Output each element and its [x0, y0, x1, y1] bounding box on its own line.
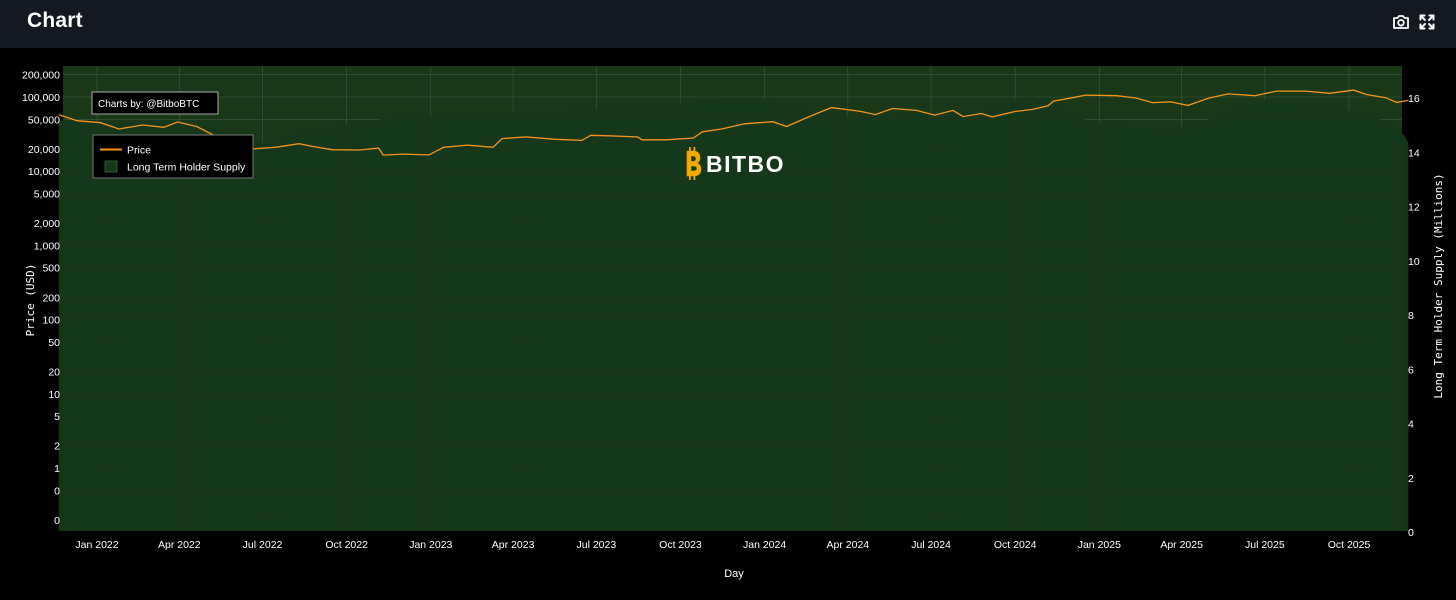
y-right-tick-label: 6 — [1408, 364, 1414, 376]
x-axis-title: Day — [724, 568, 744, 580]
y-left-tick-label: 10,000 — [28, 166, 60, 178]
series-price — [58, 89, 1409, 156]
legend: Price Long Term Holder Supply — [92, 134, 254, 179]
y-right-tick-label: 12 — [1408, 202, 1420, 214]
y-left-tick-label: 50 — [48, 337, 60, 349]
camera-icon[interactable] — [1391, 12, 1411, 32]
expand-icon[interactable] — [1417, 12, 1437, 32]
y-left-axis-title: Price (USD) — [24, 264, 37, 337]
x-tick-label: Jul 2023 — [576, 539, 616, 551]
bitbo-watermark: BITBO — [686, 147, 785, 180]
legend-price-label: Price — [127, 145, 151, 157]
y-left-tick-label: 200 — [42, 292, 60, 304]
y-right-tick-label: 14 — [1408, 147, 1420, 159]
y-left-tick-label: 200,000 — [22, 70, 60, 82]
credit-box: Charts by: @BitboBTC — [91, 91, 219, 115]
y-left-tick-label: 100,000 — [22, 92, 60, 104]
y-left-tick-label: 0 — [54, 515, 60, 527]
y-left-axis-ticks: 200,000 100,000 50,000 20,000 10,000 5,000 2,0… — [22, 70, 60, 527]
x-tick-label: Jul 2022 — [243, 539, 283, 551]
y-right-tick-label: 10 — [1408, 256, 1420, 268]
legend-supply-swatch — [104, 160, 118, 173]
bitbo-logo-icon — [686, 147, 702, 180]
chart-header: Chart — [0, 0, 1456, 48]
x-tick-label: Jul 2025 — [1245, 539, 1285, 551]
y-left-tick-label: 20 — [48, 366, 60, 378]
y-left-tick-label: 100 — [42, 315, 60, 327]
x-tick-label: Oct 2023 — [659, 539, 702, 551]
series-long-term-holder-supply — [58, 96, 1409, 531]
x-tick-label: Jan 2022 — [75, 539, 118, 551]
y-right-tick-label: 4 — [1408, 419, 1414, 431]
legend-supply-label: Long Term Holder Supply — [127, 162, 246, 174]
bitcoin-ltH-chart[interactable]: BITBO Jan 2022 Apr 2022 Jul 2022 Oct 2022 Ja… — [0, 48, 1456, 595]
y-right-tick-label: 2 — [1408, 473, 1414, 485]
y-left-tick-label: 2,000 — [34, 218, 60, 230]
x-tick-label: Oct 2024 — [994, 539, 1037, 551]
x-tick-label: Apr 2023 — [492, 539, 535, 551]
x-tick-label: Oct 2022 — [325, 539, 368, 551]
y-left-tick-label: 1 — [54, 463, 60, 475]
y-right-tick-label: 0 — [1408, 527, 1414, 539]
y-left-tick-label: 5 — [54, 411, 60, 423]
x-tick-label: Apr 2024 — [827, 539, 870, 551]
watermark-text: BITBO — [706, 151, 785, 177]
x-axis-ticks: Jan 2022 Apr 2022 Jul 2022 Oct 2022 Jan 2023… — [75, 539, 1370, 551]
camera-icon-glyph — [1393, 15, 1409, 29]
y-right-axis-title: Long Term Holder Supply (Millions) — [1432, 173, 1445, 398]
expand-icon-glyph — [1419, 14, 1435, 30]
x-tick-label: Apr 2022 — [158, 539, 201, 551]
y-left-tick-label: 20,000 — [28, 144, 60, 156]
x-tick-label: Jan 2025 — [1078, 539, 1121, 551]
y-right-axis-ticks: 16 14 12 10 8 6 4 2 0 — [1408, 93, 1420, 539]
chart-area: BITBO Jan 2022 Apr 2022 Jul 2022 Oct 2022 Ja… — [0, 48, 1456, 595]
page-title: Chart — [27, 9, 83, 32]
credit-text: Charts by: @BitboBTC — [98, 99, 199, 110]
x-tick-label: Oct 2025 — [1328, 539, 1371, 551]
y-right-tick-label: 16 — [1408, 93, 1420, 105]
y-left-tick-label: 10 — [48, 389, 60, 401]
x-tick-label: Apr 2025 — [1160, 539, 1203, 551]
y-left-tick-label: 500 — [42, 263, 60, 275]
y-left-tick-label: 5,000 — [34, 189, 60, 201]
y-right-tick-label: 8 — [1408, 310, 1414, 322]
x-tick-label: Jul 2024 — [911, 539, 951, 551]
y-left-tick-label: 50,000 — [28, 114, 60, 126]
y-left-tick-label: 2 — [54, 441, 60, 453]
x-tick-label: Jan 2024 — [743, 539, 786, 551]
y-left-tick-label: 1,000 — [34, 240, 60, 252]
y-left-tick-label: 0 — [54, 485, 60, 497]
x-tick-label: Jan 2023 — [409, 539, 452, 551]
